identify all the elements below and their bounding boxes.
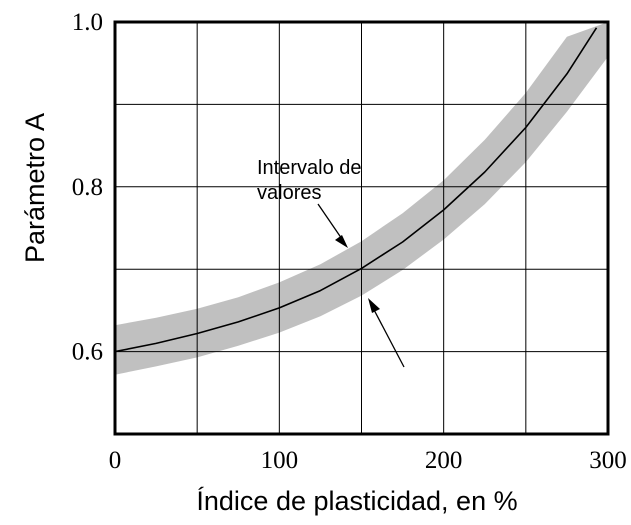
annotation-label-line-2: valores — [257, 182, 321, 204]
x-tick-label: 100 — [261, 447, 299, 474]
x-tick-label: 0 — [109, 447, 122, 474]
x-axis-title: Índice de plasticidad, en % — [196, 486, 517, 516]
x-tick-label: 300 — [589, 447, 627, 474]
confidence-band-layer — [115, 22, 608, 375]
series-line-layer — [115, 27, 598, 353]
confidence-band — [115, 22, 608, 375]
series-line-0 — [115, 27, 598, 353]
annotation-arrow-upper-head — [335, 235, 348, 248]
annotation-label-line-1: Intervalo de — [257, 157, 362, 179]
plot-frame — [113, 20, 610, 436]
x-tick-label: 200 — [425, 447, 463, 474]
y-axis-title: Parámetro A — [20, 113, 50, 263]
annotation-layer: Intervalo de valores — [257, 157, 405, 368]
y-tick-label: 1.0 — [72, 9, 103, 36]
annotation-arrow-upper-shaft — [317, 203, 345, 243]
tick-label-layer: 0 100 200 300 0.6 0.8 1.0 — [72, 9, 627, 474]
y-tick-label: 0.6 — [72, 339, 103, 366]
y-tick-label: 0.8 — [72, 174, 103, 201]
annotation-arrow-lower-shaft — [371, 305, 405, 368]
annotation-arrow-lower-head — [368, 298, 380, 313]
